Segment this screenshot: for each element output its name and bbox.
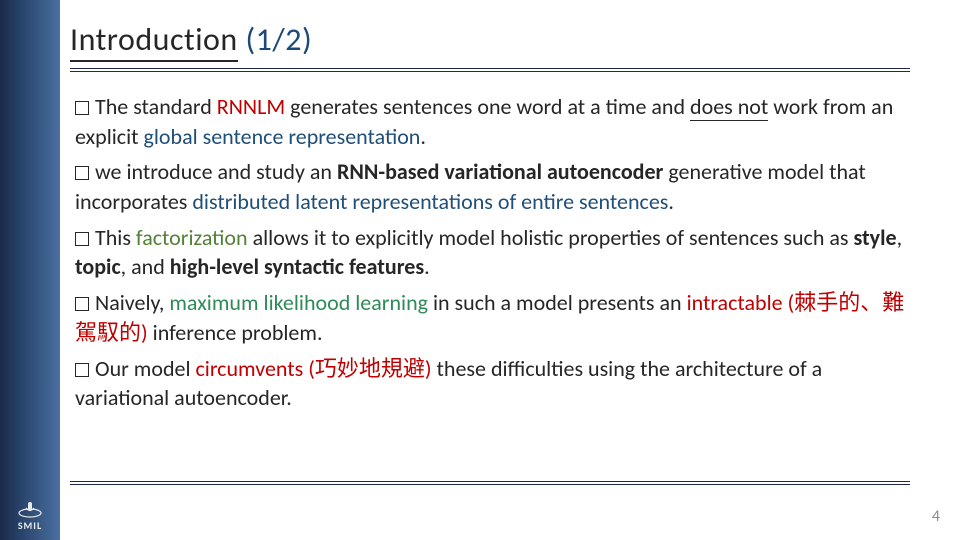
bullet-item: The standard RNNLM generates sentences o… bbox=[75, 92, 905, 151]
text-run: circumvents (巧妙地規避) bbox=[195, 355, 431, 382]
text-run: high-level syntactic features bbox=[170, 253, 424, 280]
page-number: 4 bbox=[932, 507, 940, 526]
title-word: Introduction bbox=[70, 20, 238, 62]
text-run: does not bbox=[690, 93, 768, 121]
bullet-marker-icon bbox=[75, 297, 89, 311]
smil-logo: SMIL bbox=[6, 498, 54, 532]
text-run: . bbox=[668, 188, 674, 215]
bullet-marker-icon bbox=[75, 232, 89, 246]
body-text: The standard RNNLM generates sentences o… bbox=[75, 92, 905, 419]
bullet-marker-icon bbox=[75, 101, 89, 115]
text-run: factorization bbox=[136, 224, 248, 251]
text-run: . bbox=[420, 123, 426, 150]
text-run: . bbox=[424, 253, 430, 280]
logo-icon bbox=[17, 498, 43, 518]
text-run: global sentence representation bbox=[144, 123, 421, 150]
text-run: topic bbox=[75, 253, 121, 280]
text-run: distributed latent representations of en… bbox=[192, 188, 668, 215]
text-run: style bbox=[854, 224, 897, 251]
footer-rule bbox=[70, 481, 910, 485]
bullet-item: Our model circumvents (巧妙地規避) these diff… bbox=[75, 354, 905, 413]
slide-title: Introduction (1/2) bbox=[70, 20, 312, 59]
logo-text: SMIL bbox=[18, 519, 42, 532]
text-run: generates sentences one word at a time a… bbox=[285, 93, 690, 120]
bullet-marker-icon bbox=[75, 166, 89, 180]
bullet-item: This factorization allows it to explicit… bbox=[75, 223, 905, 282]
title-rule bbox=[70, 68, 910, 72]
title-paren: (1/2) bbox=[238, 20, 312, 59]
text-run: RNN-based variational autoencoder bbox=[337, 158, 663, 185]
text-run: RNNLM bbox=[217, 93, 285, 120]
text-run: Our model bbox=[95, 355, 195, 382]
text-run: , and bbox=[121, 253, 170, 280]
text-run: inference problem. bbox=[148, 319, 323, 346]
text-run: This bbox=[95, 224, 136, 251]
bullet-item: Naively, maximum likelihood learning in … bbox=[75, 288, 905, 347]
left-accent-band bbox=[0, 0, 60, 540]
text-run: allows it to explicitly model holistic p… bbox=[248, 224, 854, 251]
text-run: The standard bbox=[95, 93, 217, 120]
text-run: maximum likelihood learning bbox=[169, 289, 428, 316]
bullet-item: we introduce and study an RNN-based vari… bbox=[75, 157, 905, 216]
bullet-marker-icon bbox=[75, 363, 89, 377]
text-run: we introduce and study an bbox=[95, 158, 337, 185]
text-run: Naively, bbox=[95, 289, 169, 316]
slide: Introduction (1/2) The standard RNNLM ge… bbox=[0, 0, 960, 540]
text-run: in such a model presents an bbox=[428, 289, 687, 316]
text-run: , bbox=[897, 224, 903, 251]
